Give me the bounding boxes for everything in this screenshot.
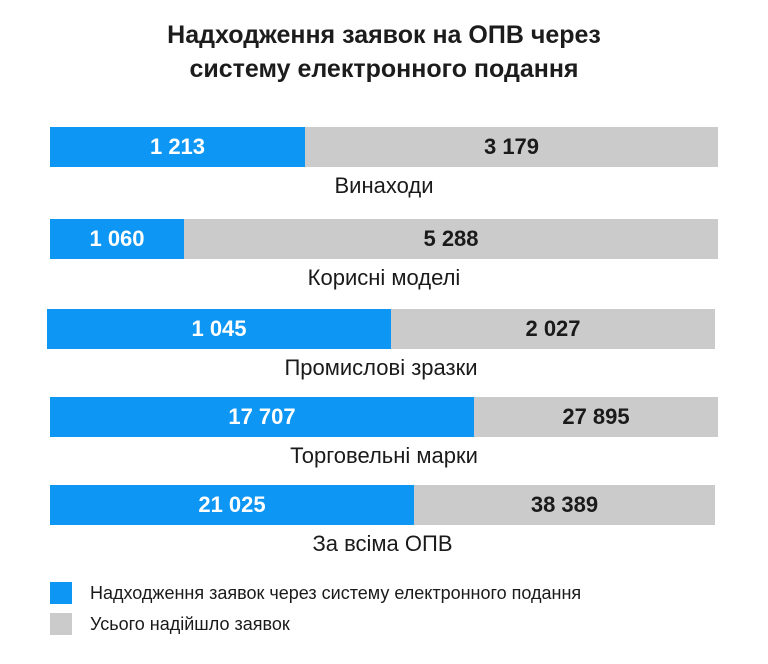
bar-online bbox=[50, 219, 184, 259]
legend-label-online: Надходження заявок через систему електро… bbox=[90, 582, 582, 603]
bar-row: 1 045 2 027 bbox=[47, 309, 715, 349]
legend-label-total: Усього надійшло заявок bbox=[90, 613, 290, 634]
value-label-online: 17 707 bbox=[228, 404, 296, 429]
chart-title-line-2: систему електронного подання bbox=[189, 55, 579, 83]
bar-online bbox=[47, 309, 391, 349]
legend-item-online: Надходження заявок через систему електро… bbox=[50, 581, 581, 605]
value-label-online: 1 213 bbox=[149, 134, 206, 159]
legend-item-total: Усього надійшло заявок bbox=[50, 612, 290, 636]
value-label-total: 27 895 bbox=[562, 404, 630, 429]
value-label-total: 2 027 bbox=[525, 316, 581, 341]
legend-swatch-total bbox=[50, 613, 72, 635]
chart-title-line-1: Надходження заявок на ОПВ через bbox=[167, 21, 601, 49]
bar-row: 1 213 3 179 bbox=[50, 127, 718, 167]
value-label-total: 3 179 bbox=[483, 134, 540, 159]
value-label-online: 1 045 bbox=[191, 316, 247, 341]
category-label: Корисні моделі bbox=[307, 265, 461, 290]
value-label-online: 1 060 bbox=[89, 226, 145, 251]
bar-row: 17 707 27 895 bbox=[50, 397, 718, 437]
category-label: За всіма ОПВ bbox=[312, 531, 453, 556]
bar-row: 21 025 38 389 bbox=[50, 485, 715, 525]
bar-online bbox=[50, 127, 305, 167]
category-label: Винаходи bbox=[334, 173, 434, 198]
category-label: Торговельні марки bbox=[290, 443, 478, 468]
value-label-total: 5 288 bbox=[423, 226, 479, 251]
bar-row: 1 060 5 288 bbox=[50, 219, 718, 259]
bar-online bbox=[50, 485, 414, 525]
legend-swatch-online bbox=[50, 582, 72, 604]
value-label-online: 21 025 bbox=[198, 492, 266, 517]
chart-title: Надходження заявок на ОПВ через систему … bbox=[0, 18, 768, 86]
value-label-total: 38 389 bbox=[530, 492, 599, 517]
category-label: Промислові зразки bbox=[284, 355, 478, 380]
bar-online bbox=[50, 397, 474, 437]
